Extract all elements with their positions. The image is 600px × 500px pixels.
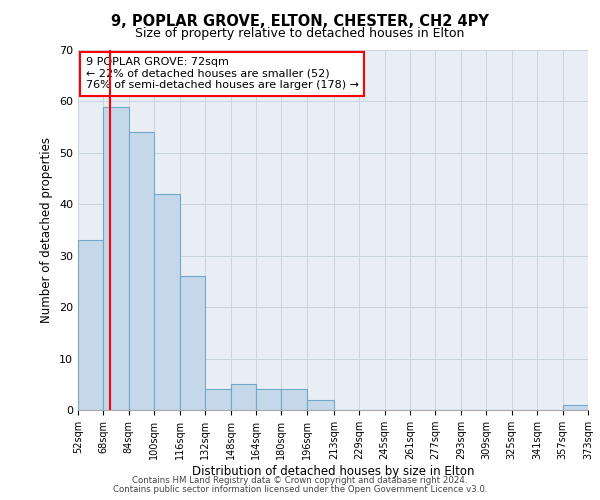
Bar [230, 384, 256, 410]
Bar [563, 405, 588, 410]
Bar [179, 276, 205, 410]
Bar [129, 132, 154, 410]
Bar [154, 194, 179, 410]
Text: Size of property relative to detached houses in Elton: Size of property relative to detached ho… [136, 28, 464, 40]
Bar [103, 106, 129, 410]
X-axis label: Distribution of detached houses by size in Elton: Distribution of detached houses by size … [192, 465, 474, 478]
Bar [205, 390, 230, 410]
Text: 9 POPLAR GROVE: 72sqm
← 22% of detached houses are smaller (52)
76% of semi-deta: 9 POPLAR GROVE: 72sqm ← 22% of detached … [86, 57, 359, 90]
Bar [78, 240, 103, 410]
Text: Contains public sector information licensed under the Open Government Licence v3: Contains public sector information licen… [113, 485, 487, 494]
Bar [256, 390, 281, 410]
Bar [307, 400, 334, 410]
Y-axis label: Number of detached properties: Number of detached properties [40, 137, 53, 323]
Text: Contains HM Land Registry data © Crown copyright and database right 2024.: Contains HM Land Registry data © Crown c… [132, 476, 468, 485]
Text: 9, POPLAR GROVE, ELTON, CHESTER, CH2 4PY: 9, POPLAR GROVE, ELTON, CHESTER, CH2 4PY [111, 14, 489, 29]
Bar [281, 390, 307, 410]
